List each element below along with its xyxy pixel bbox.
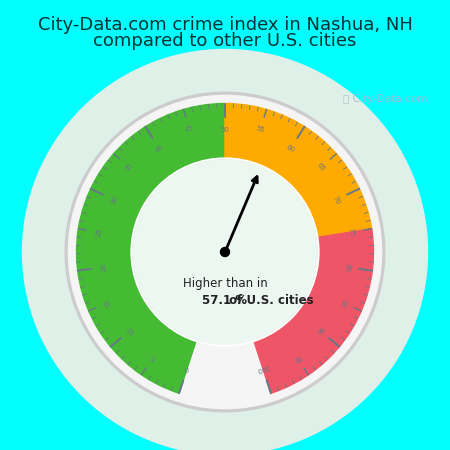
Text: 30: 30: [110, 194, 119, 205]
Text: 55: 55: [256, 125, 266, 133]
Text: 5: 5: [150, 354, 157, 361]
Text: 95: 95: [292, 353, 302, 363]
Text: ⓘ City-Data.com: ⓘ City-Data.com: [343, 94, 428, 104]
Text: City-Data.com crime index in Nashua, NH: City-Data.com crime index in Nashua, NH: [37, 16, 413, 34]
Text: 70: 70: [331, 194, 340, 205]
Text: 60: 60: [285, 144, 296, 153]
Text: 35: 35: [124, 162, 134, 173]
Text: 40: 40: [154, 144, 165, 153]
Text: 65: 65: [316, 162, 326, 173]
Circle shape: [220, 248, 230, 256]
Text: 90: 90: [314, 324, 324, 335]
Text: 57.1 %: 57.1 %: [202, 294, 248, 307]
Text: Higher than in: Higher than in: [183, 277, 267, 290]
Wedge shape: [76, 104, 225, 393]
Circle shape: [65, 92, 385, 412]
Circle shape: [68, 95, 382, 409]
Text: 25: 25: [95, 227, 103, 237]
Wedge shape: [225, 104, 372, 238]
Text: compared to other U.S. cities: compared to other U.S. cities: [93, 32, 357, 50]
Text: 75: 75: [347, 227, 355, 237]
Text: 85: 85: [338, 297, 347, 308]
Circle shape: [133, 160, 317, 344]
Text: 10: 10: [126, 324, 136, 335]
Text: 50: 50: [220, 126, 230, 133]
Wedge shape: [253, 229, 374, 393]
Text: 100: 100: [256, 364, 270, 374]
Text: 0: 0: [184, 365, 190, 372]
Text: 80: 80: [343, 262, 350, 272]
Text: 20: 20: [100, 262, 107, 272]
Text: 15: 15: [103, 297, 112, 308]
Text: of U.S. cities: of U.S. cities: [225, 294, 314, 307]
Circle shape: [22, 50, 427, 450]
Text: 45: 45: [184, 125, 194, 133]
